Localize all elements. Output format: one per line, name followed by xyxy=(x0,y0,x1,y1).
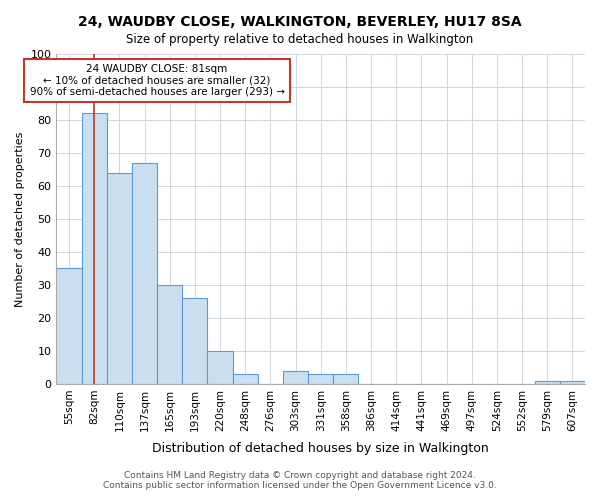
Bar xyxy=(208,351,233,384)
Text: Contains HM Land Registry data © Crown copyright and database right 2024.
Contai: Contains HM Land Registry data © Crown c… xyxy=(103,470,497,490)
Bar xyxy=(132,163,157,384)
Text: Size of property relative to detached houses in Walkington: Size of property relative to detached ho… xyxy=(127,32,473,46)
X-axis label: Distribution of detached houses by size in Walkington: Distribution of detached houses by size … xyxy=(152,442,489,455)
Bar xyxy=(157,285,182,384)
Bar xyxy=(560,380,585,384)
Bar xyxy=(82,114,107,384)
Text: 24, WAUDBY CLOSE, WALKINGTON, BEVERLEY, HU17 8SA: 24, WAUDBY CLOSE, WALKINGTON, BEVERLEY, … xyxy=(78,15,522,29)
Text: 24 WAUDBY CLOSE: 81sqm
← 10% of detached houses are smaller (32)
90% of semi-det: 24 WAUDBY CLOSE: 81sqm ← 10% of detached… xyxy=(29,64,284,97)
Bar xyxy=(333,374,358,384)
Bar xyxy=(283,370,308,384)
Bar xyxy=(56,268,82,384)
Bar xyxy=(233,374,258,384)
Bar xyxy=(308,374,333,384)
Bar xyxy=(107,173,132,384)
Y-axis label: Number of detached properties: Number of detached properties xyxy=(15,132,25,306)
Bar xyxy=(535,380,560,384)
Bar xyxy=(182,298,208,384)
